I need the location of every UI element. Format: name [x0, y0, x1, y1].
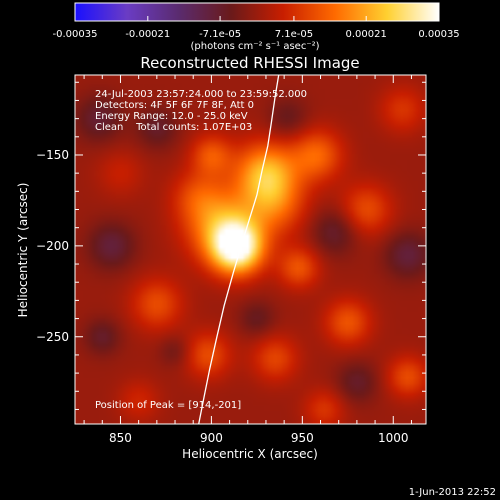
solar-limb-curve — [198, 75, 280, 424]
x-axis-tick-label: 950 — [291, 431, 314, 445]
x-axis-tick-label: 850 — [109, 431, 132, 445]
annotation-time-range: 24-Jul-2003 23:57:24.000 to 23:59:52.000 — [95, 89, 307, 100]
colorbar-tick-label: -0.00021 — [125, 29, 170, 40]
annotation-energy-range: Energy Range: 12.0 - 25.0 keV — [95, 111, 248, 122]
colorbar-tick-label: -0.00035 — [53, 29, 98, 40]
colorbar-tick-label: 7.1e-05 — [275, 29, 313, 40]
colorbar-tick-label: 0.00035 — [418, 29, 459, 40]
colorbar-ticks: -0.00035 -0.00021 -7.1e-05 7.1e-05 0.00021 0.… — [53, 16, 460, 40]
y-axis-tick-label: −150 — [36, 148, 69, 162]
annotation-detectors: Detectors: 4F 5F 6F 7F 8F, Att 0 — [95, 100, 254, 111]
colorbar-tick-label: 0.00021 — [346, 29, 387, 40]
axis-ticks: 850 900 950 1000 −250 −200 −150 — [36, 75, 426, 445]
y-axis-tick-label: −250 — [36, 330, 69, 344]
plot-timestamp: 1-Jun-2013 22:52 — [409, 487, 496, 498]
colorbar-tick-label: -7.1e-05 — [199, 29, 241, 40]
y-axis-label: Heliocentric Y (arcsec) — [16, 183, 30, 318]
heatmap-image — [75, 75, 426, 424]
peak-position-label: Position of Peak = [914,-201] — [95, 400, 241, 411]
annotation-clean-counts: Clean Total counts: 1.07E+03 — [95, 122, 252, 133]
x-axis-tick-label: 1000 — [378, 431, 409, 445]
colorbar-unit-label: (photons cm⁻² s⁻¹ asec⁻²) — [190, 41, 319, 52]
x-axis-tick-label: 900 — [200, 431, 223, 445]
chart-title: Reconstructed RHESSI Image — [140, 54, 359, 72]
colorbar — [74, 2, 440, 22]
x-axis-label: Heliocentric X (arcsec) — [182, 447, 318, 461]
annotation-block: 24-Jul-2003 23:57:24.000 to 23:59:52.000… — [95, 89, 307, 133]
plot-frame — [74, 74, 427, 425]
y-axis-tick-label: −200 — [36, 239, 69, 253]
